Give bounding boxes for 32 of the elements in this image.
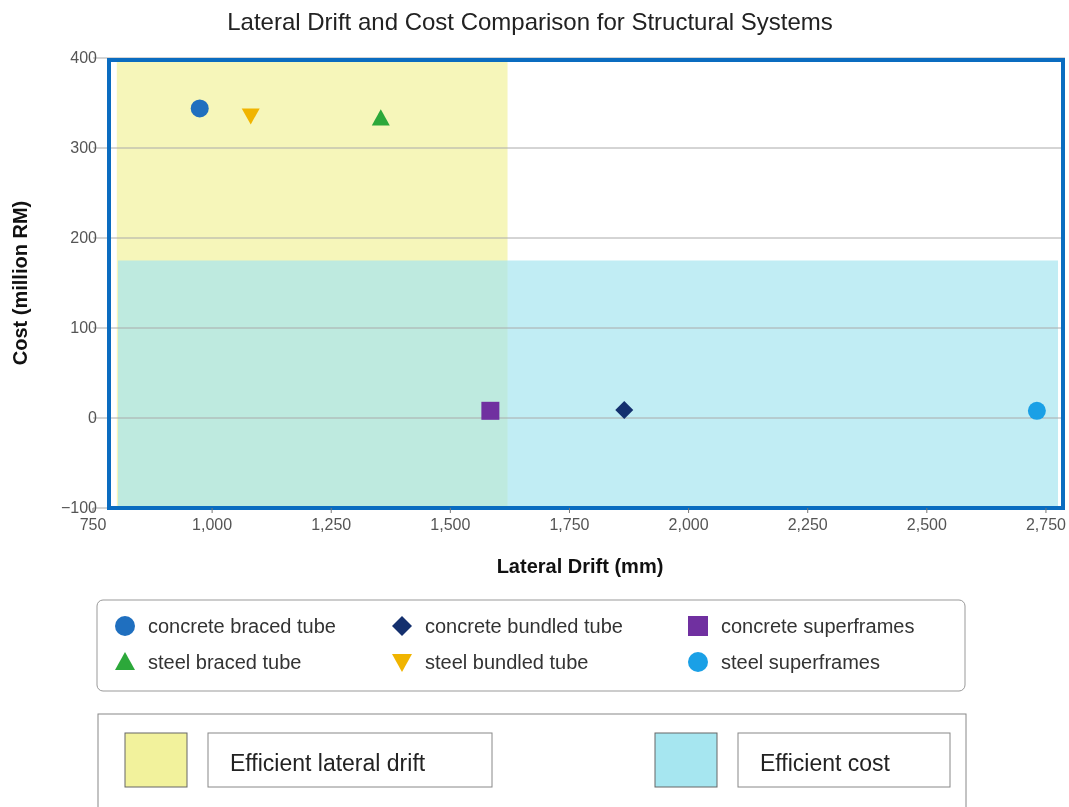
legend-label: Efficient lateral drift: [230, 750, 426, 776]
y-tick-label: 400: [70, 49, 98, 66]
legend-label: concrete braced tube: [148, 615, 336, 637]
legend-label: concrete superframes: [721, 615, 915, 637]
x-tick-label: 1,000: [192, 516, 233, 533]
point: [615, 400, 634, 419]
y-tick-label: −100: [60, 499, 98, 516]
legend-label: concrete bundled tube: [425, 615, 623, 637]
x-tick-label: 2,250: [787, 516, 828, 533]
y-tick-label: 0: [88, 409, 98, 426]
x-tick-label: 2,500: [906, 516, 947, 533]
x-tick-label: 1,500: [430, 516, 471, 533]
point: [241, 108, 260, 125]
legend-label: steel braced tube: [148, 651, 302, 673]
x-tick-label: 1,250: [311, 516, 352, 533]
y-axis-title: Cost (million RM): [9, 200, 31, 366]
legend-label: steel bundled tube: [425, 651, 589, 673]
chart-title: Lateral Drift and Cost Comparison for Structural Systems: [227, 8, 833, 35]
legend-label: steel superframes: [721, 651, 880, 673]
x-tick-label: 2,750: [1025, 516, 1067, 533]
y-tick-label: 300: [70, 139, 98, 156]
legend-label: Efficient cost: [760, 750, 891, 776]
y-tick-label: 200: [70, 229, 98, 246]
point: [371, 109, 390, 126]
y-tick-label: 100: [70, 319, 98, 336]
point: [190, 99, 209, 118]
point: [481, 401, 500, 420]
x-tick-label: 2,000: [668, 516, 709, 533]
point: [1027, 401, 1046, 420]
x-tick-label: 1,750: [549, 516, 590, 533]
x-axis-title: Lateral Drift (mm): [496, 555, 664, 577]
x-tick-label: 750: [79, 516, 107, 533]
